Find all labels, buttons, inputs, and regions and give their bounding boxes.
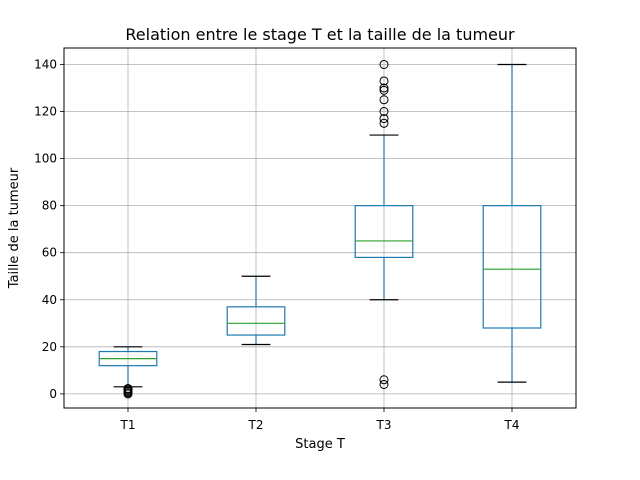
- box-t1: [98, 346, 158, 399]
- outlier-point: [379, 118, 389, 128]
- box-series: [98, 59, 542, 399]
- outlier-point: [379, 375, 389, 385]
- x-axis: T1 T2 T3 T4: [120, 408, 520, 432]
- outlier-point: [379, 59, 389, 69]
- y-axis-label: Taille de la tumeur: [7, 167, 22, 289]
- y-tick-label: 20: [42, 340, 57, 354]
- outlier-point: [379, 95, 389, 105]
- outlier-point: [379, 107, 389, 117]
- y-tick-label: 80: [42, 199, 57, 213]
- y-tick-label: 120: [34, 105, 57, 119]
- x-tick-label: T2: [248, 418, 264, 432]
- outlier-point: [379, 83, 389, 93]
- iqr-box: [354, 205, 414, 259]
- y-tick-label: 0: [49, 387, 57, 401]
- y-tick-label: 40: [42, 293, 57, 307]
- grid-lines: [64, 48, 576, 408]
- y-tick-label: 60: [42, 246, 57, 260]
- y-tick-label: 100: [34, 152, 57, 166]
- y-tick-label: 140: [34, 57, 57, 71]
- outlier-point: [379, 379, 389, 389]
- x-tick-label: T3: [376, 418, 392, 432]
- iqr-box: [482, 205, 542, 329]
- plot-frame: [63, 47, 577, 409]
- outlier-point: [379, 114, 389, 124]
- x-axis-label: Stage T: [295, 437, 345, 452]
- y-axis: 0 20 40 60 80 100 120 140: [34, 57, 64, 401]
- chart-title: Relation entre le stage T et la taille d…: [125, 25, 515, 44]
- box-t2: [226, 275, 286, 346]
- box-t4: [482, 63, 542, 383]
- x-tick-label: T1: [120, 418, 136, 432]
- outlier-point: [379, 76, 389, 86]
- outlier-point: [123, 383, 133, 393]
- x-tick-label: T4: [504, 418, 520, 432]
- iqr-box: [226, 306, 286, 336]
- box-t3: [354, 59, 414, 389]
- outlier-point: [379, 85, 389, 95]
